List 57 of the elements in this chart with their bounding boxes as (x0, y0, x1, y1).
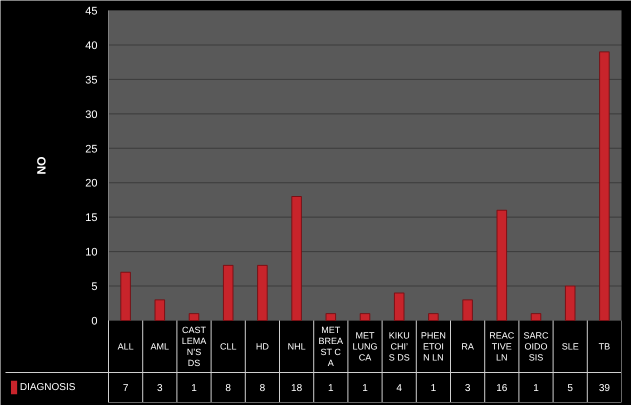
x-tick-label: MET LUNG CA (352, 330, 378, 362)
bar (188, 313, 200, 321)
x-tick-label: CLL (220, 342, 236, 352)
x-tick-label: PHENETOIN LN (420, 330, 446, 362)
bar (530, 313, 542, 321)
bar (496, 210, 508, 321)
legend-label: DIAGNOSIS (20, 382, 76, 393)
y-tick-label: 15 (85, 212, 98, 224)
y-tick-label: 20 (85, 178, 98, 190)
x-tick-label: KIKUCHI’S DS (388, 330, 410, 362)
data-label: 5 (567, 383, 574, 394)
y-tick-label: 35 (85, 74, 98, 86)
bar (257, 264, 268, 321)
y-tick-label: 5 (91, 281, 98, 294)
x-tick-label: NHL (288, 342, 306, 352)
bar (599, 51, 610, 321)
x-tick-label: RA (461, 342, 474, 352)
y-tick-label: 0 (91, 316, 98, 328)
data-label: 1 (328, 383, 334, 394)
bar (360, 313, 370, 321)
data-label: 3 (464, 383, 471, 394)
data-label: 16 (496, 383, 508, 394)
data-label: 7 (122, 383, 129, 394)
x-tick-label: ALL (118, 342, 134, 352)
bar (394, 292, 404, 321)
x-tick-label: SARCOIDOSIS (524, 330, 550, 362)
y-tick-label: 45 (85, 6, 98, 18)
y-tick-label: 10 (85, 246, 98, 259)
x-tick-label: AML (150, 342, 170, 352)
data-label: 1 (533, 383, 540, 394)
data-label: 3 (157, 383, 164, 394)
bar (326, 313, 336, 321)
bar (154, 299, 166, 321)
x-tick-label: MET BREAST CA (318, 325, 344, 368)
y-tick-label: 25 (85, 143, 98, 156)
data-label: 39 (598, 383, 610, 394)
data-label: 18 (291, 383, 303, 394)
x-tick-label: SLE (562, 342, 579, 352)
data-label: 8 (225, 383, 232, 394)
data-label: 1 (430, 383, 437, 394)
bar (462, 299, 473, 321)
x-tick-label: REACTIVE LN (489, 330, 515, 362)
bar (120, 272, 131, 321)
data-label: 4 (396, 383, 402, 394)
x-tick-label: TB (598, 342, 610, 352)
x-tick-label: HD (256, 342, 270, 352)
bar (428, 313, 439, 321)
data-label: 8 (260, 383, 266, 394)
y-axis-title: NO (34, 156, 49, 174)
bar (222, 264, 234, 321)
bar (291, 196, 302, 321)
x-tick-label: CASTLEMAN’S DS (182, 325, 207, 368)
y-tick-label: 40 (85, 40, 98, 52)
y-tick-label: 30 (85, 108, 98, 121)
bar (564, 286, 576, 321)
data-label: 1 (362, 383, 368, 394)
data-label: 1 (191, 383, 198, 394)
